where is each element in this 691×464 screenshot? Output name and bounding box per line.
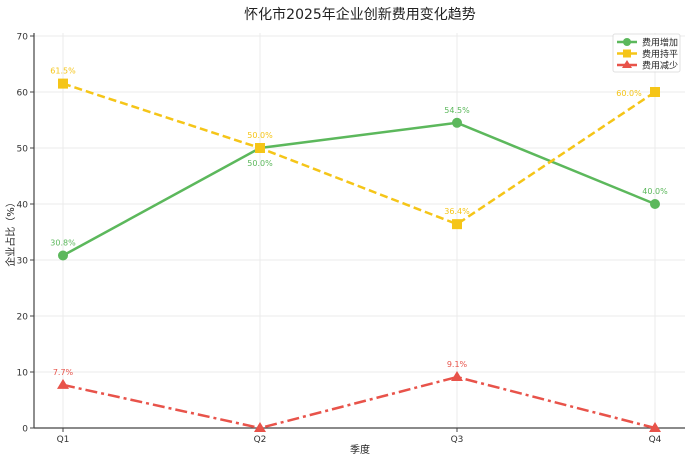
data-point (452, 219, 462, 230)
legend-marker (622, 60, 632, 68)
chart-title: 怀化市2025年企业创新费用变化趋势 (244, 6, 476, 23)
data-label: 54.5% (444, 106, 470, 115)
legend-marker (623, 38, 631, 46)
series-line (62, 375, 656, 430)
x-tick-label: Q4 (649, 435, 662, 445)
legend-label: 费用减少 (642, 60, 678, 72)
y-tick-label: 40 (17, 201, 29, 211)
legend-label: 费用增加 (642, 37, 678, 49)
data-point (649, 422, 661, 432)
data-point (254, 422, 266, 432)
grid (34, 33, 685, 429)
x-tick-label: Q3 (451, 435, 464, 445)
data-label: 30.8% (50, 239, 76, 248)
data-point (58, 78, 68, 89)
data-point (451, 371, 463, 382)
data-label: 7.7% (53, 368, 74, 377)
data-label: 9.1% (447, 360, 468, 369)
y-tick-label: 0 (22, 425, 28, 435)
data-label: 60.0% (616, 89, 642, 98)
data-label: 50.0% (247, 131, 273, 140)
data-point (452, 117, 462, 128)
data-point (57, 378, 69, 389)
series-line (62, 121, 656, 257)
axes: 0 10 20 30 40 50 60 70 Q1 Q2 Q3 Q4 (17, 33, 685, 445)
data-label: 61.5% (50, 67, 76, 76)
y-tick-label: 20 (17, 313, 29, 323)
data-label: 36.4% (444, 207, 470, 216)
data-point (58, 250, 68, 261)
y-tick-label: 50 (17, 145, 29, 155)
x-axis-label: 季度 (350, 443, 370, 456)
series-line (62, 82, 656, 226)
y-tick-label: 10 (17, 369, 29, 379)
legend-marker (623, 49, 631, 58)
data-point (650, 87, 660, 97)
x-tick-label: Q1 (57, 435, 70, 445)
x-tick-label: Q2 (254, 435, 267, 445)
data-point (650, 199, 660, 209)
data-point (255, 143, 265, 153)
y-axis-label: 企业占比（%） (4, 197, 17, 267)
legend-label: 费用持平 (642, 48, 678, 60)
data-label: 50.0% (247, 159, 273, 168)
y-tick-label: 60 (17, 89, 29, 99)
series-group: 30.8% 50.0% 54.5% 40.0% 61.5% 50.0% 36.4% 60.0%… (50, 67, 668, 432)
data-label: 40.0% (642, 187, 668, 196)
y-tick-label: 30 (17, 257, 29, 267)
y-tick-label: 70 (17, 33, 29, 43)
